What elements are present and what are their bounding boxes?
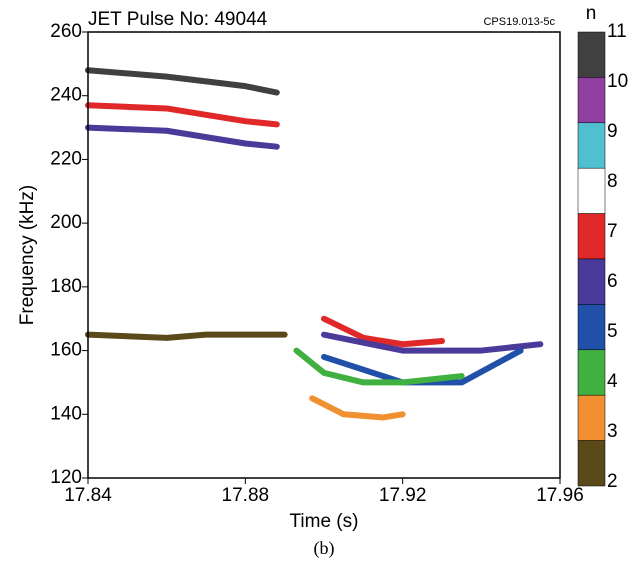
colorbar-label: 11: [607, 21, 627, 42]
colorbar-label: 6: [607, 271, 618, 292]
chart-title: JET Pulse No: 49044: [88, 9, 268, 30]
mode-trace: [85, 102, 280, 128]
mode-trace: [321, 347, 524, 386]
x-tick-label: 17.92: [379, 485, 427, 506]
colorbar-label: 8: [607, 171, 618, 192]
colorbar-label: 9: [607, 121, 618, 142]
colorbar-label: 10: [607, 71, 628, 92]
y-axis-label: Frequency (kHz): [17, 185, 38, 325]
mode-trace: [321, 315, 445, 348]
colorbar-label: 5: [607, 321, 618, 342]
colorbar-band: [577, 77, 606, 124]
y-tick-label: 160: [50, 340, 82, 361]
colorbar-band: [577, 440, 606, 487]
colorbar-band: [577, 394, 606, 441]
mode-trace: [85, 331, 288, 341]
colorbar-label: 3: [607, 421, 618, 442]
x-tick-label: 17.84: [64, 485, 112, 506]
colorbar-band: [577, 213, 606, 260]
mode-trace: [85, 67, 280, 96]
annotation: CPS19.013-5c: [483, 16, 555, 28]
x-tick-label: 17.88: [222, 485, 270, 506]
colorbar-band: [577, 349, 606, 396]
y-tick-label: 260: [50, 21, 82, 42]
y-tick-label: 220: [50, 148, 82, 169]
colorbar-label: 7: [607, 221, 618, 242]
colorbar-band: [577, 167, 606, 214]
colorbar-label: 4: [607, 371, 618, 392]
mode-trace: [85, 124, 280, 150]
colorbar-band: [577, 31, 606, 78]
colorbar-label: 2: [607, 471, 618, 492]
colorbar-band: [577, 304, 606, 351]
x-axis-label: Time (s): [290, 511, 359, 532]
colorbar-title: n: [586, 3, 597, 24]
y-tick-label: 140: [50, 403, 82, 424]
y-tick-label: 240: [50, 85, 82, 106]
colorbar-band: [577, 258, 606, 305]
colorbar-band: [577, 122, 606, 169]
mode-trace: [309, 395, 406, 421]
mode-trace: [321, 331, 544, 354]
caption: (b): [314, 538, 335, 559]
x-tick-label: 17.96: [536, 485, 584, 506]
mode-trace: [293, 347, 465, 386]
plot-frame: [87, 31, 561, 479]
y-tick-label: 180: [50, 276, 82, 297]
y-tick-label: 200: [50, 212, 82, 233]
y-tick-label: 120: [50, 467, 82, 488]
